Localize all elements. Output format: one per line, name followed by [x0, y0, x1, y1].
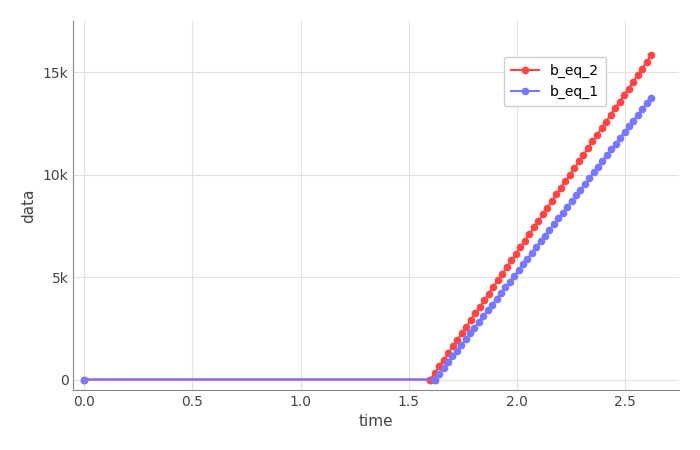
X-axis label: time: time [359, 414, 393, 429]
b_eq_1 [528, 250, 536, 256]
b_eq_1 [647, 95, 655, 100]
b_eq_2 [566, 172, 574, 177]
b_eq_2 [525, 231, 533, 237]
b_eq_2 [629, 79, 637, 85]
b_eq_1 [568, 198, 576, 204]
Line: b_eq_1: b_eq_1 [81, 94, 655, 382]
b_eq_1 [629, 118, 638, 123]
Legend: b_eq_2, b_eq_1: b_eq_2, b_eq_1 [505, 57, 606, 106]
b_eq_1 [80, 377, 88, 382]
b_eq_2 [498, 271, 507, 276]
b_eq_2 [556, 185, 565, 190]
b_eq_2 [647, 53, 655, 58]
Y-axis label: data: data [21, 188, 36, 223]
b_eq_1 [501, 285, 510, 290]
b_eq_1 [559, 210, 567, 216]
b_eq_1 [440, 365, 448, 371]
Line: b_eq_2: b_eq_2 [81, 52, 655, 382]
b_eq_2 [435, 364, 444, 369]
b_eq_2 [80, 377, 88, 382]
